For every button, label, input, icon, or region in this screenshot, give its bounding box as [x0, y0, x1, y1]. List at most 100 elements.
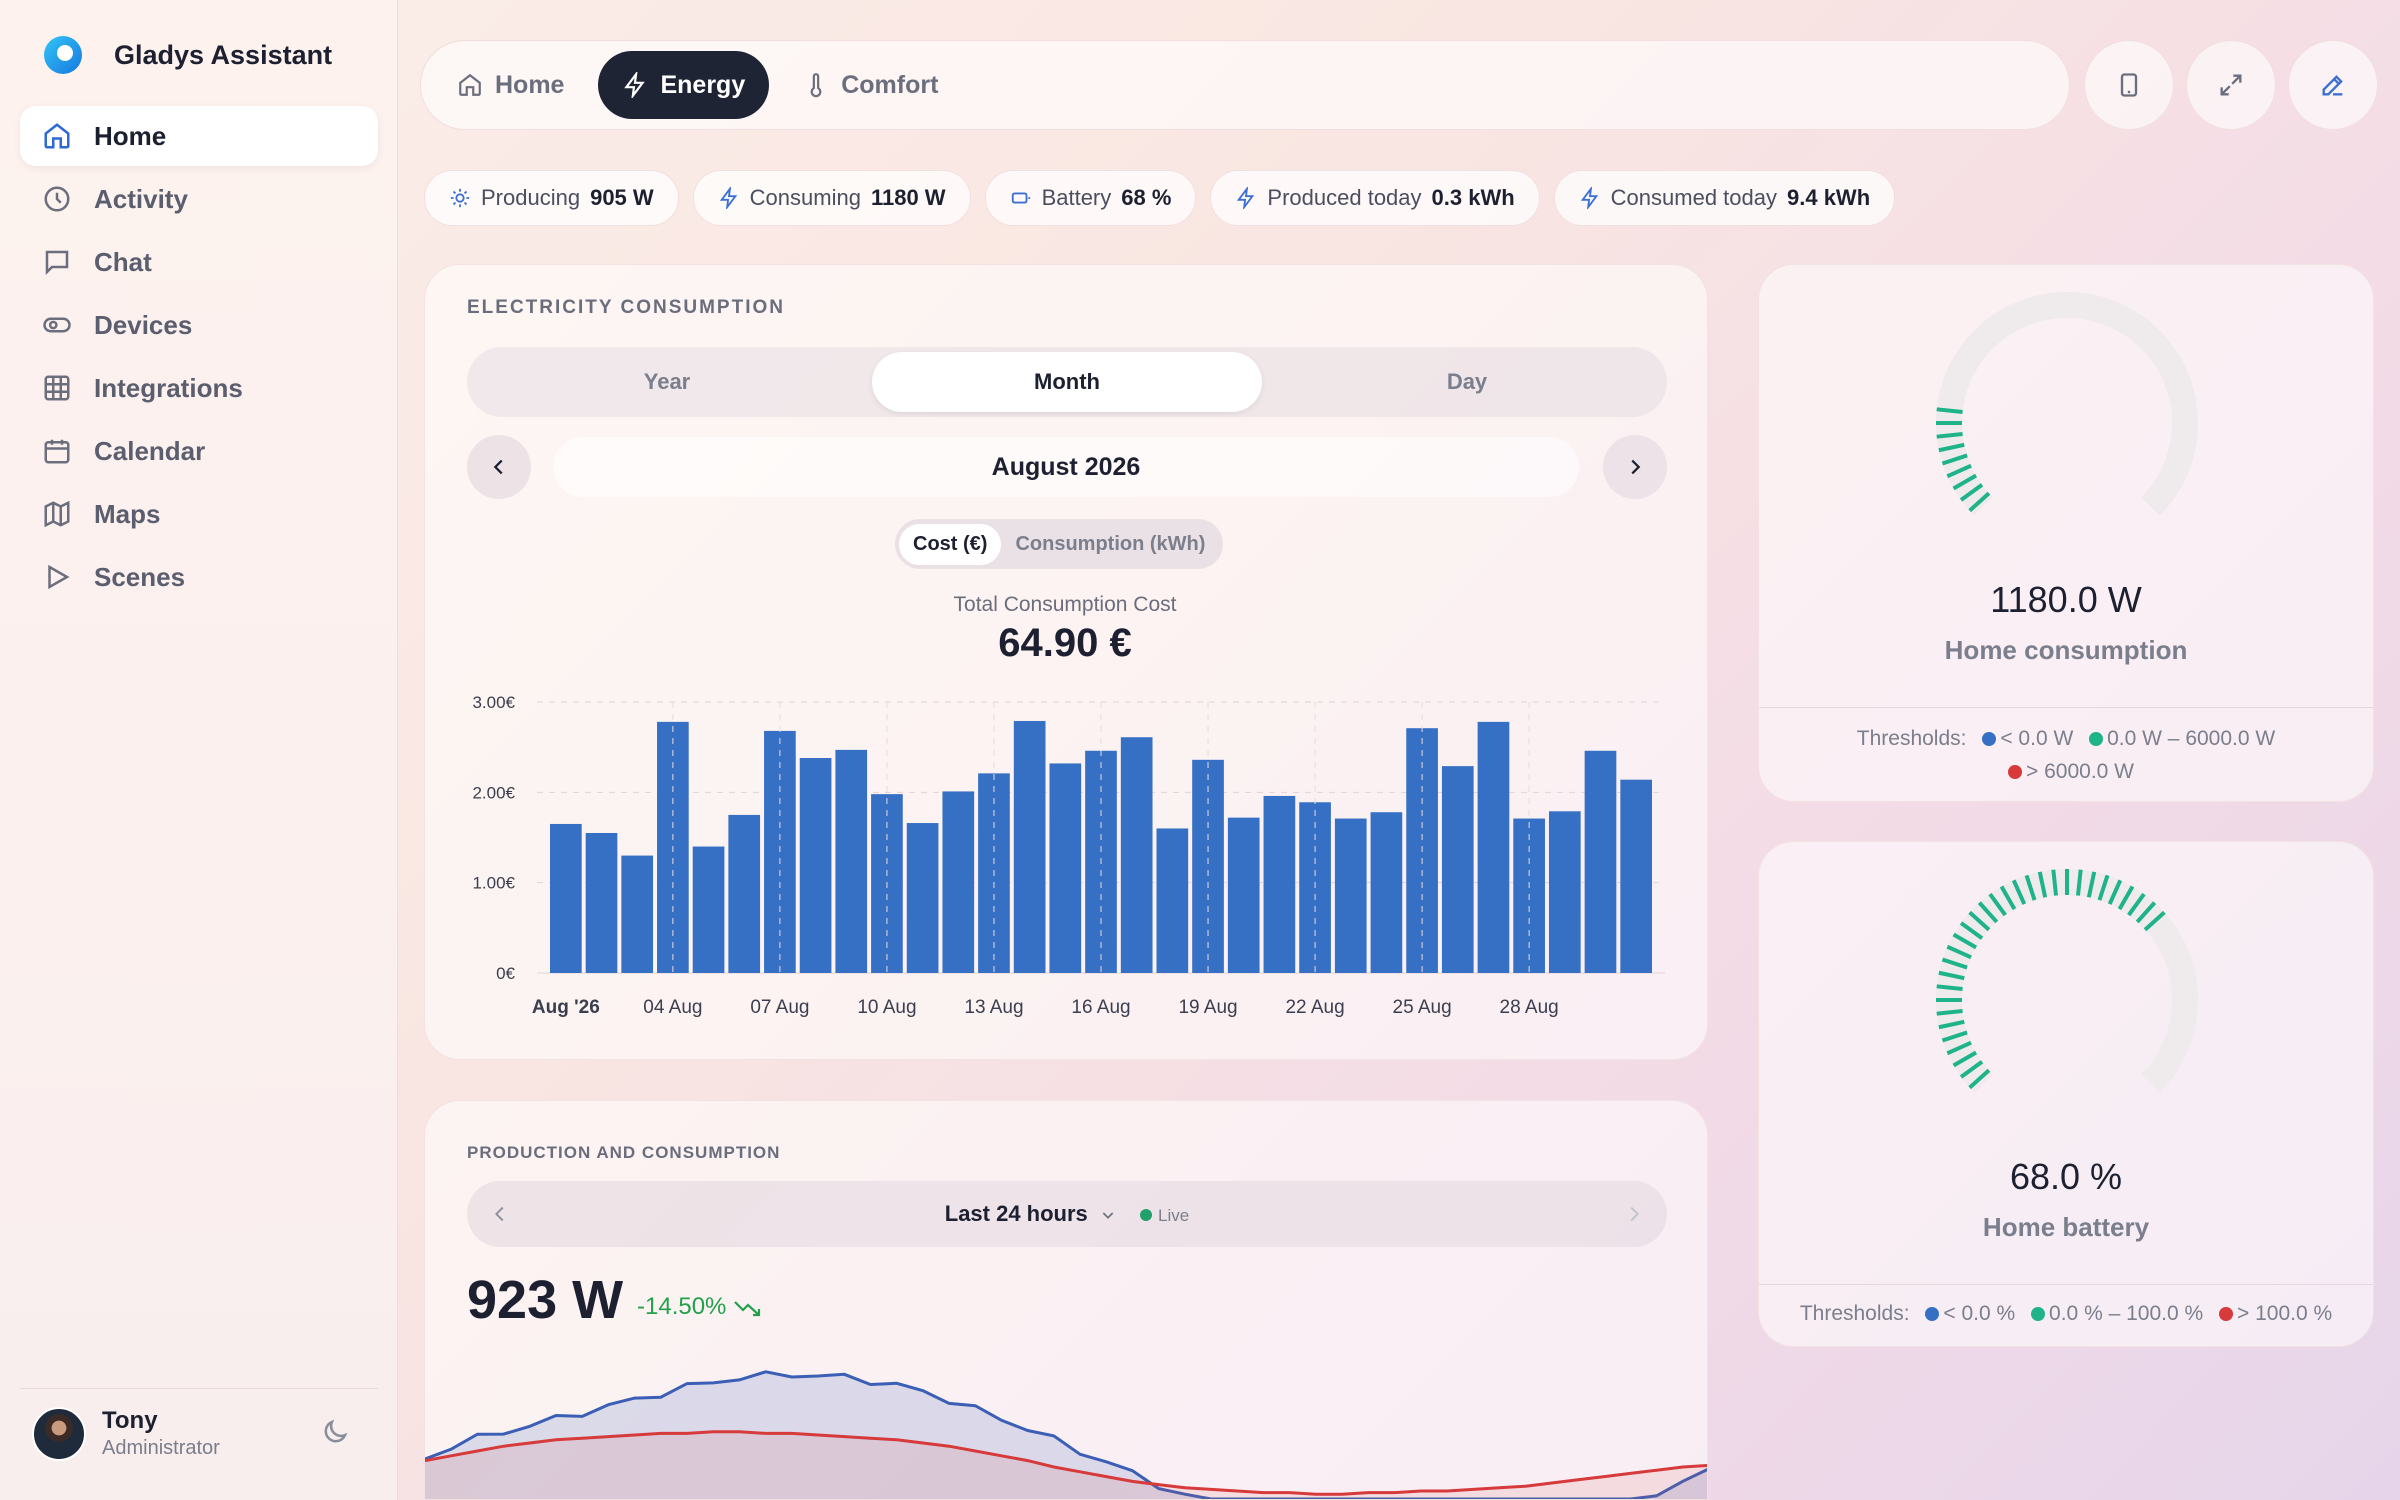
sidebar-item-label: Scenes [94, 561, 186, 592]
bar-31[interactable] [1620, 779, 1652, 973]
bar-18[interactable] [1156, 828, 1189, 973]
bar-20[interactable] [1227, 817, 1260, 973]
gauge-tick [2143, 910, 2166, 932]
gauge-tick [1968, 1068, 1991, 1090]
gauge-tick [1941, 957, 1968, 970]
bar-01[interactable] [550, 823, 582, 973]
sidebar-item-maps[interactable]: Maps [20, 484, 378, 544]
x-tick-label: Aug '26 [532, 997, 600, 1018]
sidebar-item-label: Chat [94, 246, 152, 277]
gauge-tick [2135, 901, 2157, 924]
bar-12[interactable] [942, 791, 975, 973]
stat-consuming: Consuming 1180 W [692, 170, 971, 226]
stat-producing: Producing 905 W [424, 170, 679, 226]
user-name: Tony [102, 1407, 158, 1434]
sidebar-item-activity[interactable]: Activity [20, 169, 378, 229]
stat-value: 0.3 kWh [1431, 185, 1515, 210]
sidebar-item-chat[interactable]: Chat [20, 232, 378, 292]
chevron-left-icon[interactable] [489, 1203, 511, 1225]
bar-11[interactable] [906, 823, 939, 973]
stat-label: Consumed today [1610, 185, 1777, 210]
gauge-tick [1938, 442, 1965, 453]
period-day[interactable]: Day [1446, 369, 1488, 394]
series-line-1[interactable] [425, 1430, 1708, 1496]
previous-month-button[interactable] [467, 435, 531, 499]
battery-icon [1011, 192, 1030, 204]
tab-label: Comfort [841, 70, 939, 99]
gauge-tick [2024, 874, 2037, 901]
sidebar-item-devices[interactable]: Devices [20, 295, 378, 355]
gauge-value: 68.0 % [2009, 1156, 2123, 1197]
bar-09[interactable] [835, 749, 868, 973]
fullscreen-button[interactable] [2186, 40, 2276, 130]
sidebar-item-label: Devices [94, 309, 193, 340]
bar-23[interactable] [1334, 818, 1367, 973]
gauge-label: Home consumption [1944, 635, 2188, 665]
sidebar-item-label: Calendar [94, 435, 206, 466]
current-power: 923 W [467, 1270, 624, 1330]
thermometer-icon [810, 73, 822, 98]
period-month[interactable]: Month [872, 352, 1262, 412]
bar-06[interactable] [728, 814, 761, 973]
y-tick-label: 0€ [496, 964, 515, 983]
stat-battery: Battery 68 % [984, 170, 1197, 226]
gauge-tick [1946, 944, 1972, 960]
calendar-icon [44, 439, 70, 464]
tab-comfort[interactable]: Comfort [779, 51, 962, 119]
series-line-0[interactable] [425, 1370, 1708, 1499]
chevron-down-icon [1102, 1212, 1114, 1219]
gauge-tick [2051, 869, 2059, 896]
bar-02[interactable] [585, 832, 618, 973]
moon-icon[interactable] [320, 1417, 350, 1447]
tab-energy[interactable]: Energy [598, 51, 770, 119]
sidebar-item-home[interactable]: Home [20, 106, 378, 166]
app-title: Gladys Assistant [114, 39, 333, 70]
period-bar: Last 24 hours Live [467, 1181, 1667, 1247]
period-dropdown[interactable]: Last 24 hours Live [467, 1201, 1667, 1227]
sun-icon [450, 188, 470, 208]
next-month-button[interactable] [1603, 435, 1667, 499]
bar-27[interactable] [1477, 721, 1510, 973]
gauge-tick [2097, 874, 2110, 901]
bar-05[interactable] [692, 846, 725, 973]
bar-30[interactable] [1584, 750, 1617, 973]
toggle-cost[interactable]: Cost (€) [899, 523, 1002, 565]
sidebar-item-integrations[interactable]: Integrations [20, 358, 378, 418]
sidebar-item-scenes[interactable]: Scenes [20, 547, 378, 607]
bar-15[interactable] [1049, 763, 1082, 973]
edit-dashboard-button[interactable] [2288, 40, 2378, 130]
x-tick-label: 07 Aug [750, 997, 809, 1018]
sidebar: Gladys Assistant Home Activity Chat Devi… [0, 0, 398, 1500]
gauge-tick [1936, 431, 1963, 439]
live-dot [1140, 1209, 1153, 1221]
toggle-consumption[interactable]: Consumption (kWh) [1015, 532, 1206, 555]
user-profile[interactable]: Tony Administrator [20, 1388, 378, 1478]
chevron-left-icon [493, 459, 503, 475]
bar-26[interactable] [1441, 766, 1474, 973]
current-month: August 2026 [553, 437, 1579, 497]
stat-label: Produced today [1267, 185, 1422, 210]
bar-14[interactable] [1013, 720, 1046, 973]
bar-08[interactable] [799, 758, 832, 973]
chat-icon [45, 250, 69, 276]
user-info: Tony Administrator [102, 1407, 220, 1460]
tablet-mode-button[interactable] [2084, 40, 2174, 130]
bar-03[interactable] [621, 855, 654, 973]
tab-home[interactable]: Home [433, 51, 588, 119]
bar-17[interactable] [1120, 737, 1153, 973]
brand[interactable]: Gladys Assistant [40, 32, 332, 78]
avatar[interactable] [32, 1406, 86, 1461]
sidebar-item-calendar[interactable]: Calendar [20, 421, 378, 481]
bar-29[interactable] [1548, 811, 1581, 973]
bar-24[interactable] [1370, 812, 1403, 973]
gauge-label: Home battery [1982, 1212, 2150, 1242]
bar-19[interactable] [1192, 759, 1224, 973]
period-year[interactable]: Year [643, 369, 691, 394]
edit-icon [2322, 75, 2343, 96]
gauge-tick [1941, 1030, 1968, 1043]
gauge-tick [2075, 869, 2083, 896]
map-icon [44, 500, 70, 528]
chevron-right-icon[interactable] [1623, 1203, 1645, 1225]
bar-21[interactable] [1263, 795, 1296, 973]
x-tick-label: 04 Aug [643, 997, 702, 1018]
